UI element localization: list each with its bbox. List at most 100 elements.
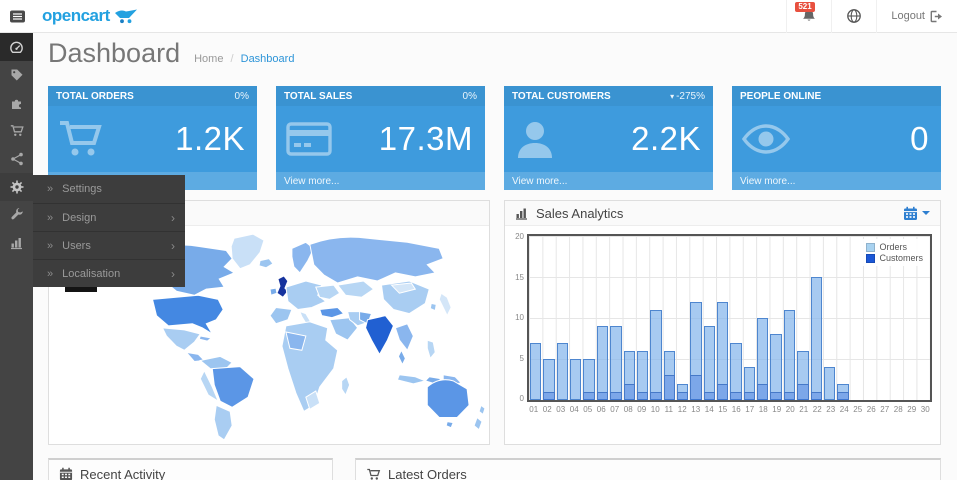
recent-activity-title: Recent Activity [80,466,166,480]
chart-slot-17 [743,236,756,400]
tile-percent: 0% [234,90,249,102]
bar-orders-15 [717,301,729,400]
legend-label-orders: Orders [879,242,907,252]
x-tick: 20 [785,405,795,414]
y-tick: 0 [519,394,524,403]
chart-slot-08 [623,236,636,400]
sidebar-item-system[interactable] [0,173,33,201]
sidebar-item-dashboard[interactable] [0,33,33,61]
calendar-icon [904,206,917,220]
flyout-item-localisation[interactable]: » Localisation › [33,259,185,287]
tile-body: 17.3M [276,106,485,172]
tile-value: 0 [910,120,929,157]
tile-title: PEOPLE ONLINE [740,90,822,102]
logout-button[interactable]: Logout [876,0,957,33]
chart-slot-14 [703,236,716,400]
chart-x-labels: 01 02 03 04 05 06 07 08 09 10 11 12 13 14 15 16 17 18 19 20… [527,405,932,414]
breadcrumb-dashboard-link[interactable]: Dashboard [240,53,295,65]
notifications-button[interactable]: 521 [786,0,831,33]
flyout-item-design[interactable]: » Design › [33,203,185,231]
shopping-cart-icon [367,468,381,480]
flyout-item-label: Design [62,211,97,224]
chart-legend: Orders Customers [862,239,927,266]
stat-tile-people-online: PEOPLE ONLINE 0 View more... [732,86,941,190]
system-flyout-menu: » Settings » Design › » Users › » Locali… [33,175,185,287]
page-head: Dashboard Home / Dashboard [48,38,294,69]
chart-plot: Orders Customers [527,234,932,402]
chart-slot-20 [783,236,796,400]
tile-title: TOTAL SALES [284,90,353,102]
latest-orders-header: Latest Orders [356,460,940,480]
flyout-item-settings[interactable]: » Settings [33,175,185,203]
bar-customers-18 [757,383,769,400]
view-more-link[interactable]: View more... [276,172,485,190]
sidebar [0,33,33,480]
tile-body: 0 [732,106,941,172]
x-tick: 23 [826,405,836,414]
bar-orders-04 [570,359,582,400]
chart-plot-column: Orders Customers 01 02 03 04 05 06 07 08 09 10 11 1… [527,234,932,438]
date-range-button[interactable] [903,206,930,221]
sidebar-item-tools[interactable] [0,201,33,229]
chevron-right-icon: › [171,238,175,253]
chart-slot-25 [850,236,863,400]
x-tick: 16 [731,405,741,414]
sales-analytics-panel: Sales Analytics 20 15 10 5 0 [504,200,941,445]
x-tick: 13 [691,405,701,414]
bar-orders-17 [743,367,756,400]
sign-out-icon [930,10,942,22]
stores-button[interactable] [831,0,876,33]
wrench-icon [10,208,23,220]
bar-chart-icon [10,238,22,250]
double-angle-icon: » [47,267,54,280]
double-angle-icon: » [47,183,54,195]
x-tick: 08 [623,405,633,414]
x-tick: 28 [893,405,903,414]
bar-orders-13 [690,301,702,400]
menu-toggle-button[interactable] [0,0,34,33]
view-more-link[interactable]: View more... [504,172,713,190]
tile-body: 2.2K [504,106,713,172]
x-tick: 03 [556,405,566,414]
y-tick: 5 [519,353,524,363]
breadcrumb-home-link[interactable]: Home [194,53,224,65]
bar-customers-11 [663,375,675,400]
bar-orders-01 [530,342,542,400]
tile-header: TOTAL CUSTOMERS ▾ -275% [504,86,713,106]
bar-customers-24 [837,391,849,400]
x-tick: 17 [745,405,755,414]
sidebar-item-extensions[interactable] [0,89,33,117]
bar-orders-23 [823,367,836,400]
bar-orders-19 [770,334,782,400]
legend-label-customers: Customers [879,253,923,263]
y-tick: 15 [515,272,524,282]
chart-slot-02 [542,236,555,400]
bar-customers-08 [623,383,635,400]
credit-card-icon [286,122,332,156]
bar-orders-14 [703,326,716,400]
recent-activity-panel: Recent Activity [48,458,333,480]
sidebar-item-marketing[interactable] [0,145,33,173]
bar-orders-07 [610,326,622,400]
sidebar-item-reports[interactable] [0,229,33,257]
opencart-cart-icon [114,9,137,24]
opencart-logo[interactable]: opencart [42,6,138,26]
page-title: Dashboard [48,38,181,68]
sidebar-item-sales[interactable] [0,117,33,145]
stat-tile-total-sales: TOTAL SALES 0% 17.3M View more... [276,86,485,190]
bar-customers-21 [797,383,809,400]
breadcrumb-separator: / [230,53,234,65]
topbar: opencart 521 [0,0,957,33]
chart-slot-15 [716,236,729,400]
tile-header: PEOPLE ONLINE [732,86,941,106]
sidebar-item-catalog[interactable] [0,61,33,89]
world-map[interactable] [49,226,489,444]
x-tick: 19 [772,405,782,414]
bar-customers-10 [650,391,662,400]
view-more-link[interactable]: View more... [732,172,941,190]
bar-customers-19 [770,391,782,400]
globe-icon [847,9,862,23]
flyout-item-users[interactable]: » Users › [33,231,185,259]
opencart-logo-text: opencart [42,6,110,25]
